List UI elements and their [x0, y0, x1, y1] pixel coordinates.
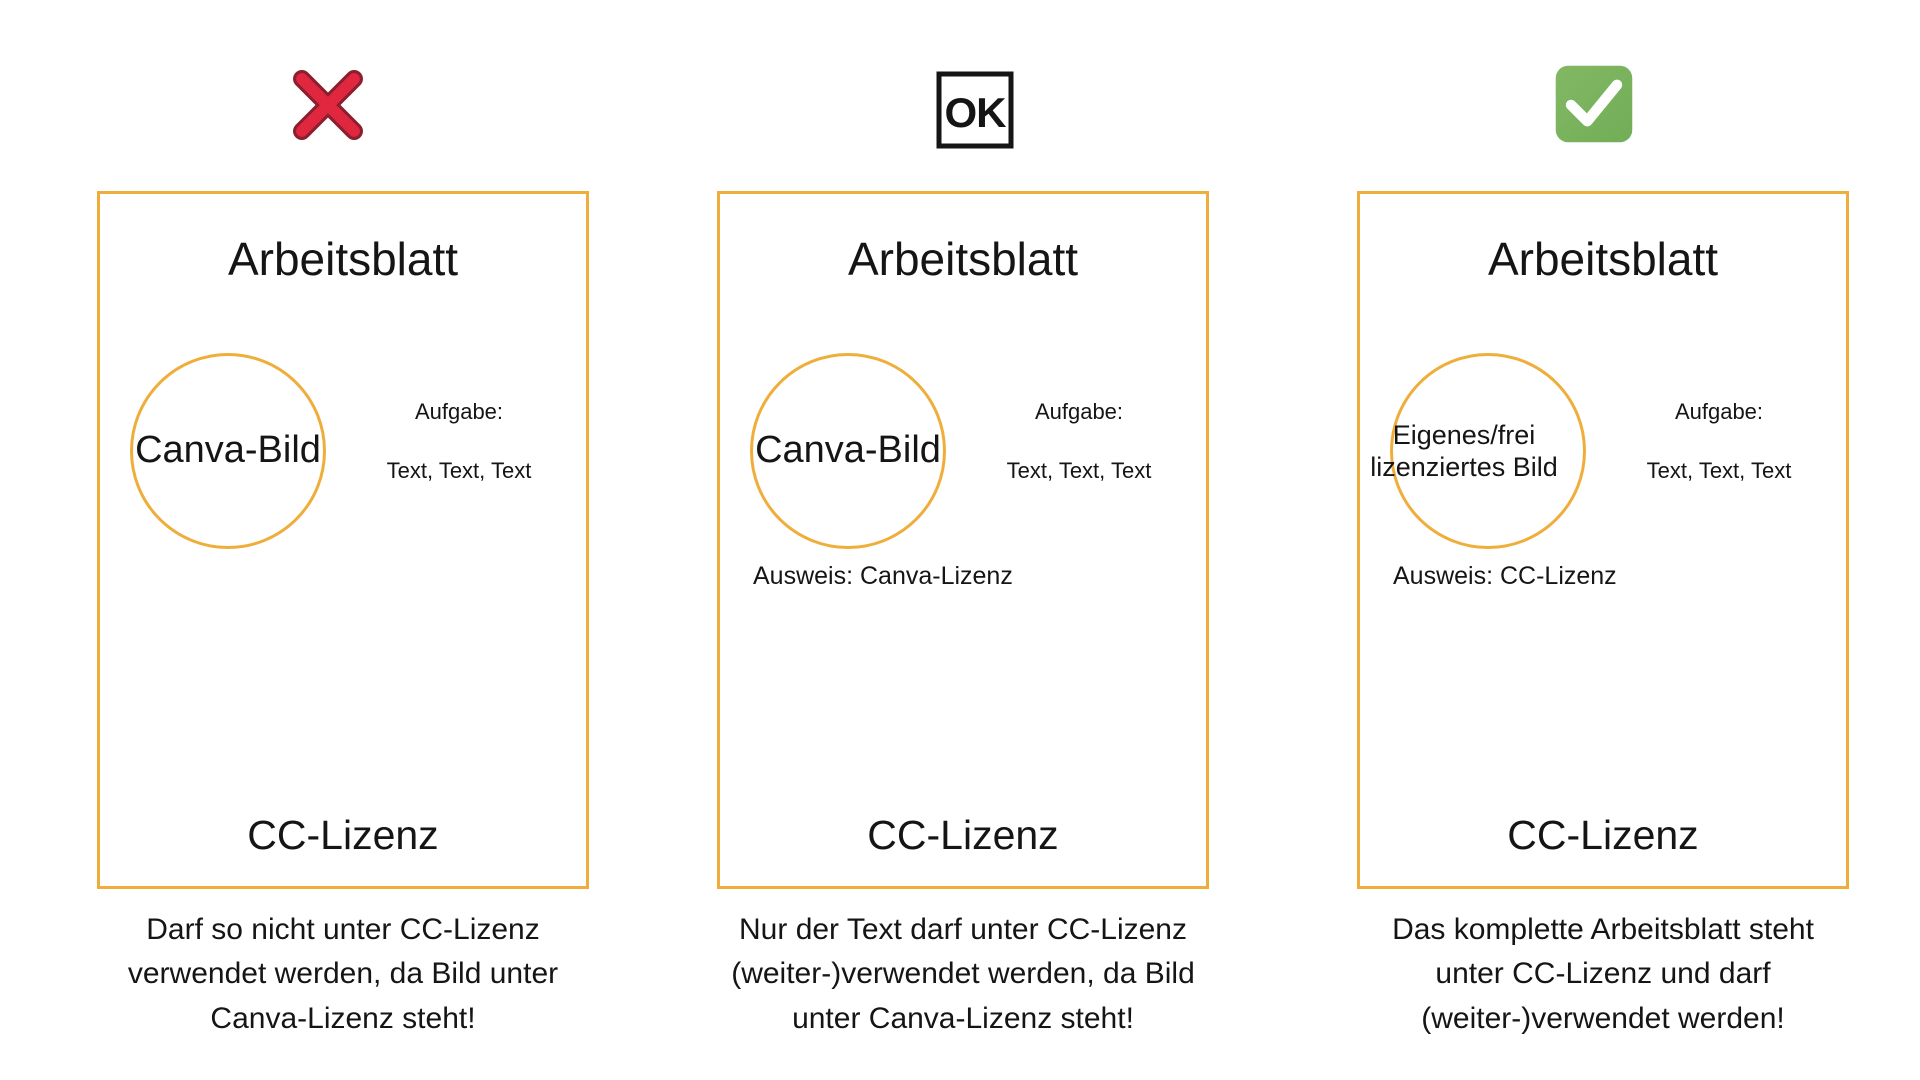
svg-text:OK: OK — [945, 89, 1007, 136]
